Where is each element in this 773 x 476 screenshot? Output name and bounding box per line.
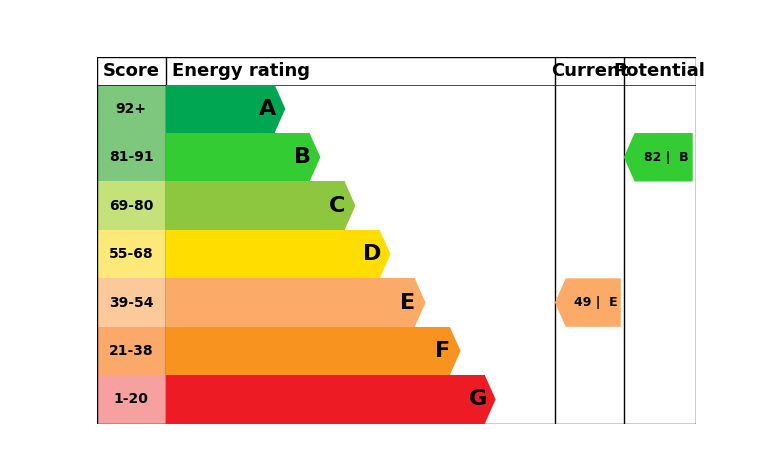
- Text: Energy rating: Energy rating: [172, 62, 309, 80]
- Text: A: A: [259, 99, 276, 119]
- Bar: [97, 230, 165, 278]
- Bar: [165, 327, 450, 375]
- Text: 39-54: 39-54: [109, 296, 153, 309]
- Text: D: D: [363, 244, 382, 264]
- Polygon shape: [624, 133, 693, 181]
- Bar: [97, 133, 165, 181]
- Text: B: B: [294, 147, 311, 167]
- Text: 82 |  B: 82 | B: [645, 151, 689, 164]
- Polygon shape: [485, 375, 495, 424]
- Bar: [165, 278, 415, 327]
- Bar: [97, 181, 165, 230]
- Text: 81-91: 81-91: [109, 150, 153, 164]
- Bar: [165, 85, 274, 133]
- Text: 69-80: 69-80: [109, 198, 153, 213]
- Text: 1-20: 1-20: [114, 392, 148, 407]
- Text: C: C: [329, 196, 346, 216]
- Bar: [97, 327, 165, 375]
- Bar: [97, 85, 165, 133]
- Polygon shape: [274, 85, 285, 133]
- Text: 55-68: 55-68: [109, 247, 153, 261]
- Text: E: E: [400, 293, 415, 313]
- Polygon shape: [310, 133, 320, 181]
- Text: Score: Score: [103, 62, 159, 80]
- Bar: [97, 278, 165, 327]
- Text: Current: Current: [550, 62, 628, 80]
- Polygon shape: [450, 327, 461, 375]
- Polygon shape: [380, 230, 390, 278]
- Bar: [165, 375, 485, 424]
- Bar: [165, 133, 310, 181]
- Text: F: F: [435, 341, 450, 361]
- Polygon shape: [345, 181, 356, 230]
- Text: 92+: 92+: [116, 102, 147, 116]
- Bar: [165, 181, 345, 230]
- Polygon shape: [555, 278, 621, 327]
- Bar: [97, 375, 165, 424]
- Bar: [165, 230, 380, 278]
- Text: Potential: Potential: [614, 62, 706, 80]
- Text: 21-38: 21-38: [109, 344, 153, 358]
- Text: 49 |  E: 49 | E: [574, 296, 618, 309]
- Text: G: G: [468, 389, 487, 409]
- Polygon shape: [415, 278, 425, 327]
